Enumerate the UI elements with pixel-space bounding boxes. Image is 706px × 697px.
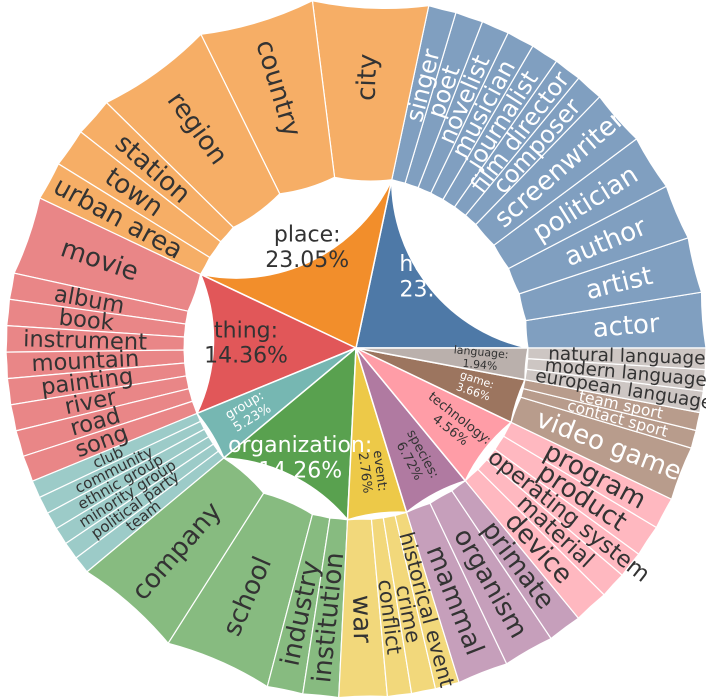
- inner-label-language: language:1.94%: [452, 343, 509, 374]
- inner-wedge-organization: [221, 346, 357, 522]
- inner-wedge-place: [200, 179, 393, 350]
- outer-label-actor: actor: [592, 309, 662, 344]
- inner-wedge-thing: [195, 272, 358, 415]
- inner-label-place: place: 23.05%: [265, 223, 349, 273]
- outer-labels: actorartistauthorpoliticianscreenwriterc…: [23, 37, 706, 690]
- inner-label-event: event:2.76%: [355, 450, 390, 495]
- outer-label-natural-language: natural language: [548, 343, 706, 369]
- inner-label-human: human: 23.46%: [399, 252, 483, 302]
- outer-label-city: city: [351, 53, 383, 101]
- outer-ring: [5, 0, 706, 697]
- inner-wedge-human: [355, 179, 529, 349]
- outer-label-war: war: [346, 595, 377, 644]
- inner-label-organization: organization: 14.26%: [228, 433, 372, 483]
- inner-label-thing: thing: 14.36%: [204, 318, 288, 368]
- outer-wedge-natural-language: [527, 347, 706, 371]
- outer-label-book: book: [58, 305, 116, 337]
- outer-label-mountain: mountain: [31, 346, 140, 377]
- outer-label-instrument: instrument: [23, 326, 148, 355]
- inner-ring: [195, 179, 529, 522]
